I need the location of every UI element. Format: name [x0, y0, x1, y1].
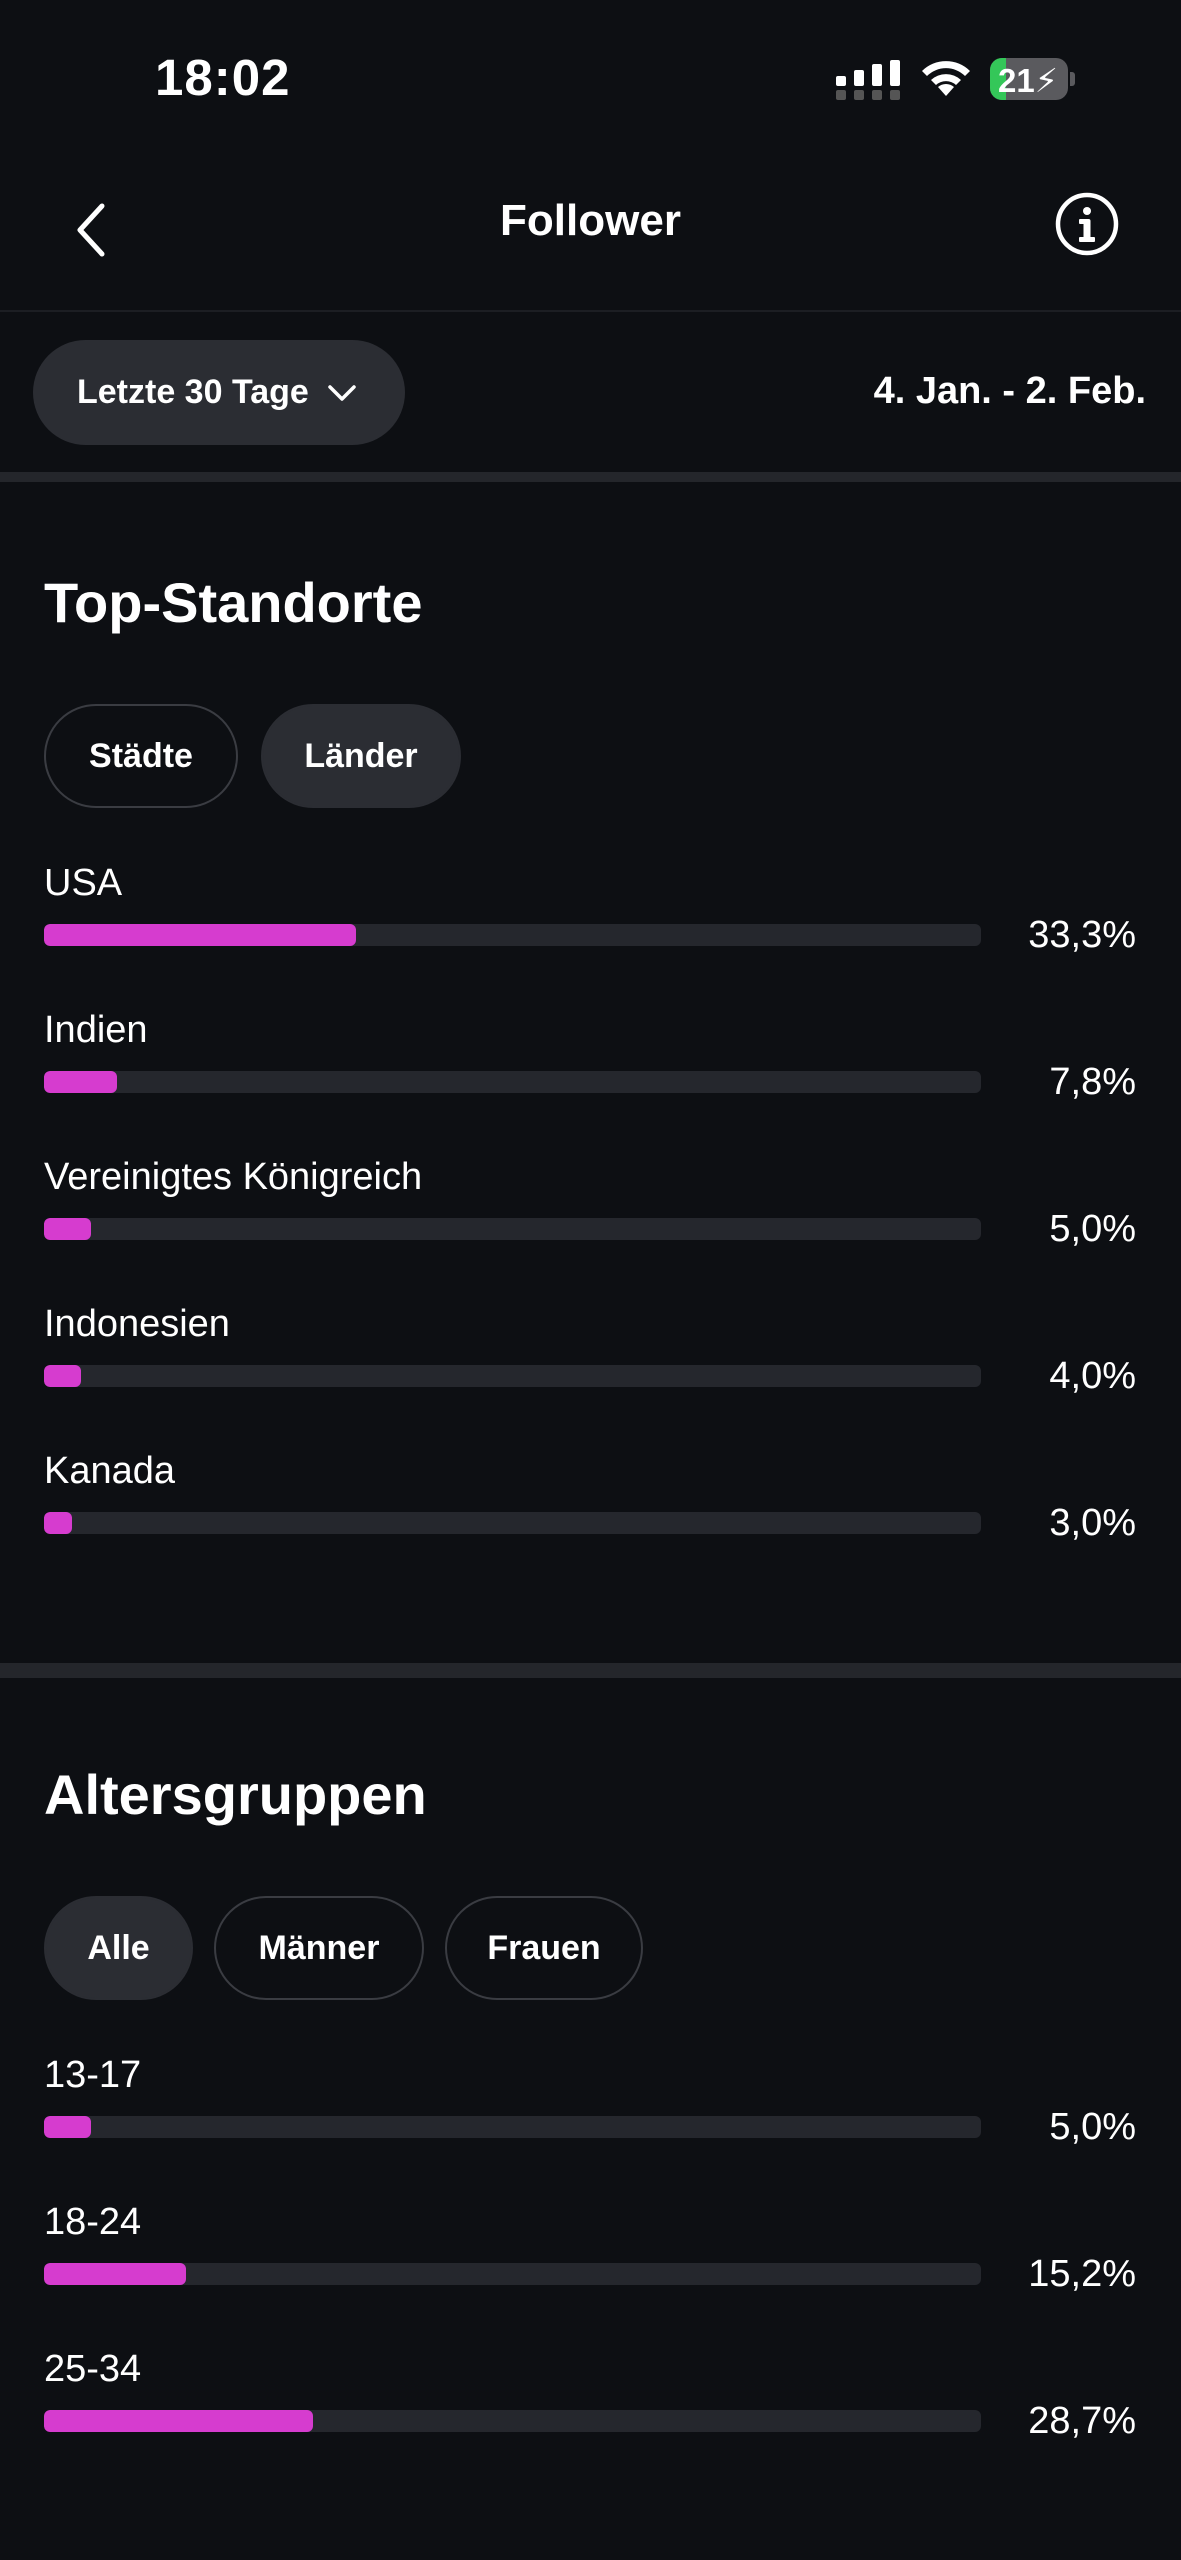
tab-all[interactable]: Alle: [44, 1896, 193, 2000]
location-label: USA: [44, 862, 123, 904]
tab-countries[interactable]: Länder: [261, 704, 461, 808]
tab-cities[interactable]: Städte: [44, 704, 238, 808]
age-bar-fill: [44, 2263, 187, 2285]
location-bar-fill: [44, 1365, 82, 1387]
location-bar-track: [44, 1365, 981, 1387]
location-row: Indonesien 4,0%: [44, 1303, 1144, 1450]
age-value: 5,0%: [1049, 2106, 1136, 2148]
location-value: 7,8%: [1049, 1061, 1136, 1103]
age-row: 18-24 15,2%: [44, 2201, 1144, 2348]
location-value: 5,0%: [1049, 1208, 1136, 1250]
location-label: Kanada: [44, 1450, 176, 1492]
info-icon[interactable]: [1054, 191, 1120, 257]
back-button[interactable]: [60, 190, 120, 270]
location-bar-fill: [44, 1218, 91, 1240]
location-bar-track: [44, 1071, 981, 1093]
location-value: 4,0%: [1049, 1355, 1136, 1397]
status-time: 18:02: [155, 49, 291, 106]
location-row: Indien 7,8%: [44, 1009, 1144, 1156]
age-label: 18-24: [44, 2201, 142, 2243]
age-value: 28,7%: [1028, 2400, 1136, 2442]
location-row: Vereinigtes Königreich 5,0%: [44, 1156, 1144, 1303]
age-value: 15,2%: [1028, 2253, 1136, 2295]
battery-level-text: 21⚡: [998, 62, 1058, 99]
chevron-down-icon: [328, 384, 356, 401]
location-label: Indonesien: [44, 1303, 230, 1345]
chevron-left-icon: [77, 203, 105, 257]
period-dropdown[interactable]: Letzte 30 Tage: [33, 340, 405, 445]
date-range: 4. Jan. - 2. Feb.: [873, 370, 1146, 412]
age-bar-track: [44, 2410, 981, 2432]
nav-bar: Follower: [0, 160, 1181, 312]
age-bar-track: [44, 2116, 981, 2138]
location-label: Vereinigtes Königreich: [44, 1156, 423, 1198]
cellular-signal-icon: [836, 60, 900, 100]
top-locations-title: Top-Standorte: [44, 571, 423, 634]
location-value: 3,0%: [1049, 1502, 1136, 1544]
status-bar: 18:02 21⚡: [0, 0, 1181, 160]
section-divider: [0, 472, 1181, 482]
age-groups-title: Altersgruppen: [44, 1763, 427, 1826]
battery-icon: 21⚡: [990, 58, 1075, 100]
period-dropdown-label: Letzte 30 Tage: [77, 373, 309, 411]
section-divider: [0, 1663, 1181, 1678]
location-bar-track: [44, 1218, 981, 1240]
age-row: 13-17 5,0%: [44, 2054, 1144, 2201]
age-bar-fill: [44, 2116, 91, 2138]
location-value: 33,3%: [1028, 914, 1136, 956]
location-bar-fill: [44, 1071, 118, 1093]
location-label: Indien: [44, 1009, 148, 1051]
age-label: 13-17: [44, 2054, 142, 2096]
age-row: 25-34 28,7%: [44, 2348, 1144, 2495]
tab-women[interactable]: Frauen: [445, 1896, 643, 2000]
age-label: 25-34: [44, 2348, 142, 2390]
age-bar-fill: [44, 2410, 313, 2432]
filter-row: Letzte 30 Tage 4. Jan. - 2. Feb.: [0, 312, 1181, 472]
location-row: Kanada 3,0%: [44, 1450, 1144, 1597]
location-row: USA 33,3%: [44, 862, 1144, 1009]
location-bar-track: [44, 1512, 981, 1534]
page-title: Follower: [500, 196, 681, 245]
tab-men[interactable]: Männer: [214, 1896, 424, 2000]
location-bar-fill: [44, 1512, 73, 1534]
location-bar-track: [44, 924, 981, 946]
wifi-icon: [922, 61, 970, 96]
age-bar-track: [44, 2263, 981, 2285]
location-bar-fill: [44, 924, 357, 946]
